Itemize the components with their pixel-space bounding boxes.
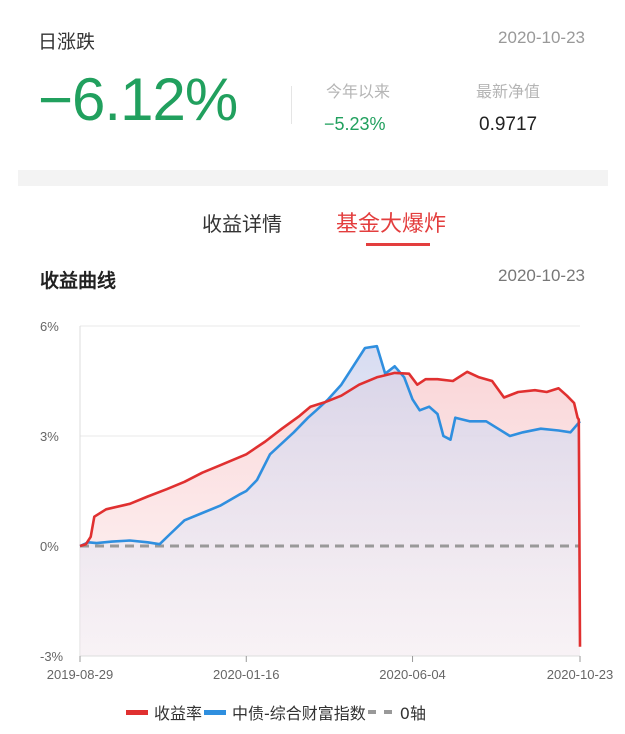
x-tick-label: 2020-01-16	[213, 667, 280, 682]
legend-item-return[interactable]: 收益率	[126, 700, 202, 724]
legend-swatch-zero-axis	[367, 710, 392, 714]
y-tick-label: 6%	[40, 319, 59, 334]
legend-swatch-index	[204, 709, 227, 715]
x-tick-label: 2020-06-04	[379, 667, 446, 682]
legend-swatch-return	[126, 709, 148, 715]
legend-item-index[interactable]: 中债-综合财富指数	[204, 700, 366, 724]
daily-change-label: 日涨跌	[38, 31, 96, 53]
nav-label: 最新净值	[476, 82, 541, 101]
stat-divider	[291, 86, 292, 124]
series-return-line	[79, 370, 582, 647]
series-index-line	[79, 344, 581, 548]
legend-item-zero-axis[interactable]: 0轴	[367, 700, 426, 724]
nav-value: 0.9717	[479, 114, 538, 135]
return-curve-chart: 6% 3% 0% -3% 2019-08-29 2020-01-16 2020-06-04 2…	[40, 319, 614, 682]
x-tick-label: 2020-10-23	[547, 667, 614, 682]
tab-fund-explosion[interactable]: 基金大爆炸	[336, 212, 447, 237]
legend-label-zero-axis: 0轴	[399, 704, 426, 723]
ytd-label: 今年以来	[326, 82, 391, 101]
chart-legend: 收益率 中债-综合财富指数 0轴	[126, 700, 428, 724]
ytd-value: −5.23%	[324, 114, 386, 134]
y-tick-label: 3%	[40, 429, 59, 444]
section-separator	[18, 170, 608, 186]
quote-date: 2020-10-23	[498, 28, 585, 47]
y-tick-label: 0%	[40, 539, 59, 554]
y-tick-label: -3%	[40, 649, 64, 664]
legend-label-return: 收益率	[154, 704, 203, 723]
tab-return-details[interactable]: 收益详情	[202, 212, 282, 236]
legend-label-index: 中债-综合财富指数	[232, 704, 366, 723]
active-tab-indicator	[366, 243, 430, 246]
x-tick-label: 2019-08-29	[47, 667, 114, 682]
return-curve-date: 2020-10-23	[498, 266, 585, 285]
daily-change-value: −6.12%	[38, 66, 238, 133]
return-curve-title: 收益曲线	[40, 270, 117, 292]
